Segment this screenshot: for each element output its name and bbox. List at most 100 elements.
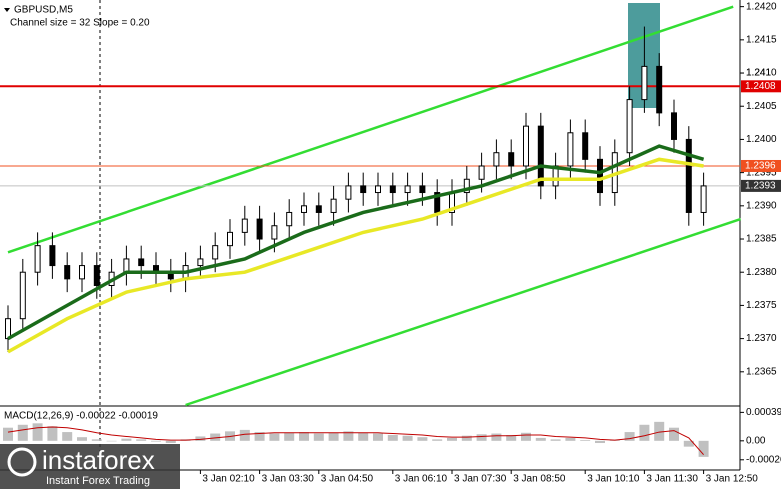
- y-tick-label: 1.2365: [746, 366, 777, 377]
- logo-icon: [7, 447, 37, 477]
- y-tick-label: 1.2405: [746, 101, 777, 112]
- candle-body: [360, 185, 367, 194]
- candle-body: [493, 152, 500, 167]
- macd-bar: [195, 436, 206, 441]
- macd-bar: [698, 440, 709, 457]
- x-tick-label: 3 Jan 08:50: [513, 474, 566, 485]
- macd-bar: [669, 427, 679, 441]
- macd-bar: [476, 434, 487, 441]
- macd-bar: [62, 432, 73, 441]
- macd-bar: [506, 434, 517, 441]
- macd-bar: [387, 434, 398, 441]
- macd-bar: [77, 437, 87, 441]
- candle-body: [64, 265, 71, 280]
- candle-body: [478, 165, 485, 180]
- candle-body: [123, 258, 130, 273]
- symbol-arrow: [4, 8, 10, 12]
- macd-bar: [491, 433, 502, 441]
- x-tick-label: 3 Jan 03:30: [262, 474, 315, 485]
- macd-bar: [328, 432, 339, 441]
- x-tick-label: 3 Jan 04:50: [321, 474, 374, 485]
- macd-bar: [313, 433, 324, 441]
- macd-bar: [151, 440, 161, 442]
- macd-bar: [595, 440, 605, 444]
- macd-bar: [299, 432, 309, 441]
- x-tick-label: 3 Jan 06:10: [395, 474, 448, 485]
- macd-bar: [210, 433, 221, 441]
- candle-body: [49, 245, 56, 267]
- macd-bar: [565, 437, 576, 441]
- macd-bar: [580, 440, 591, 441]
- logo-brand: instaforex: [42, 445, 155, 475]
- y-tick-label: 1.2390: [746, 200, 777, 211]
- candle-body: [138, 258, 145, 267]
- macd-bar: [343, 431, 354, 441]
- macd-bar: [432, 439, 443, 441]
- y-tick-label: 1.2380: [746, 267, 777, 278]
- macd-tick-label: 0.00039: [746, 407, 781, 418]
- macd-bar: [461, 435, 472, 441]
- candle-body: [93, 265, 100, 286]
- price-tag: [741, 80, 781, 93]
- candle-body: [508, 152, 515, 167]
- price-tag-label: 1.2396: [745, 161, 776, 172]
- candle-body: [582, 132, 589, 160]
- macd-bar: [136, 439, 147, 441]
- macd-bar: [654, 421, 665, 441]
- y-tick-label: 1.241: [746, 68, 771, 79]
- moving-average: [7, 144, 705, 341]
- y-tick-label: 1.2385: [746, 234, 777, 245]
- macd-bar: [417, 437, 428, 441]
- logo: instaforex Instant Forex Trading: [0, 444, 180, 489]
- macd-tick-label: -0.00026: [746, 454, 781, 465]
- macd-bar: [239, 429, 250, 441]
- x-tick-label: 3 Jan 07:30: [454, 474, 507, 485]
- macd-label: MACD(12,26,9) -0.00022 -0.00019: [4, 411, 158, 422]
- price-tag: [741, 179, 781, 192]
- x-tick-label: 3 Jan 02:10: [202, 474, 255, 485]
- candle-body: [537, 125, 544, 187]
- chart-title: GBPUSD,M5: [14, 5, 73, 16]
- candle-body: [19, 271, 26, 320]
- candle-body: [375, 185, 381, 194]
- candle-body: [330, 198, 337, 213]
- macd-bar: [91, 439, 102, 441]
- candle-body: [404, 185, 411, 194]
- macd-bar: [373, 433, 383, 441]
- y-tick-label: 1.2410: [746, 68, 777, 79]
- y-tick-label: 1.2415: [746, 34, 777, 45]
- macd-tick-label: 0.00: [746, 435, 766, 446]
- macd-bar: [358, 432, 369, 441]
- candle-body: [656, 65, 663, 114]
- candle-body: [597, 158, 603, 194]
- price-tag-label: 1.2393: [745, 181, 776, 192]
- channel-info: Channel size = 32 Slope = 0.20: [10, 18, 150, 29]
- candle-body: [626, 99, 633, 154]
- macd-bar: [254, 432, 265, 441]
- candle-body: [256, 218, 263, 240]
- channel-line: [185, 217, 741, 407]
- macd-bar: [521, 432, 531, 441]
- x-tick-label: 3 Jan 11:30: [646, 474, 698, 485]
- candle-body: [671, 112, 677, 140]
- macd-bar: [32, 423, 43, 441]
- candle-body: [641, 65, 648, 101]
- macd-bar: [550, 439, 561, 441]
- x-tick-label: 3 Jan 12:50: [706, 474, 759, 485]
- macd-bar: [624, 432, 635, 441]
- candle-body: [271, 225, 278, 240]
- candle-body: [241, 218, 248, 233]
- macd-bar: [47, 426, 58, 441]
- price-tag-label: 1.2408: [745, 81, 776, 92]
- macd-bar: [17, 424, 28, 441]
- macd-signal: [7, 426, 704, 456]
- macd-bar: [106, 440, 117, 442]
- macd-bar: [639, 424, 650, 441]
- candle-body: [79, 265, 85, 280]
- candle-body: [301, 205, 307, 213]
- macd-bar: [121, 438, 132, 441]
- candle-body: [523, 125, 529, 167]
- x-tick-label: 3 Jan 10:10: [587, 474, 640, 485]
- y-tick-label: 1.2370: [746, 333, 777, 344]
